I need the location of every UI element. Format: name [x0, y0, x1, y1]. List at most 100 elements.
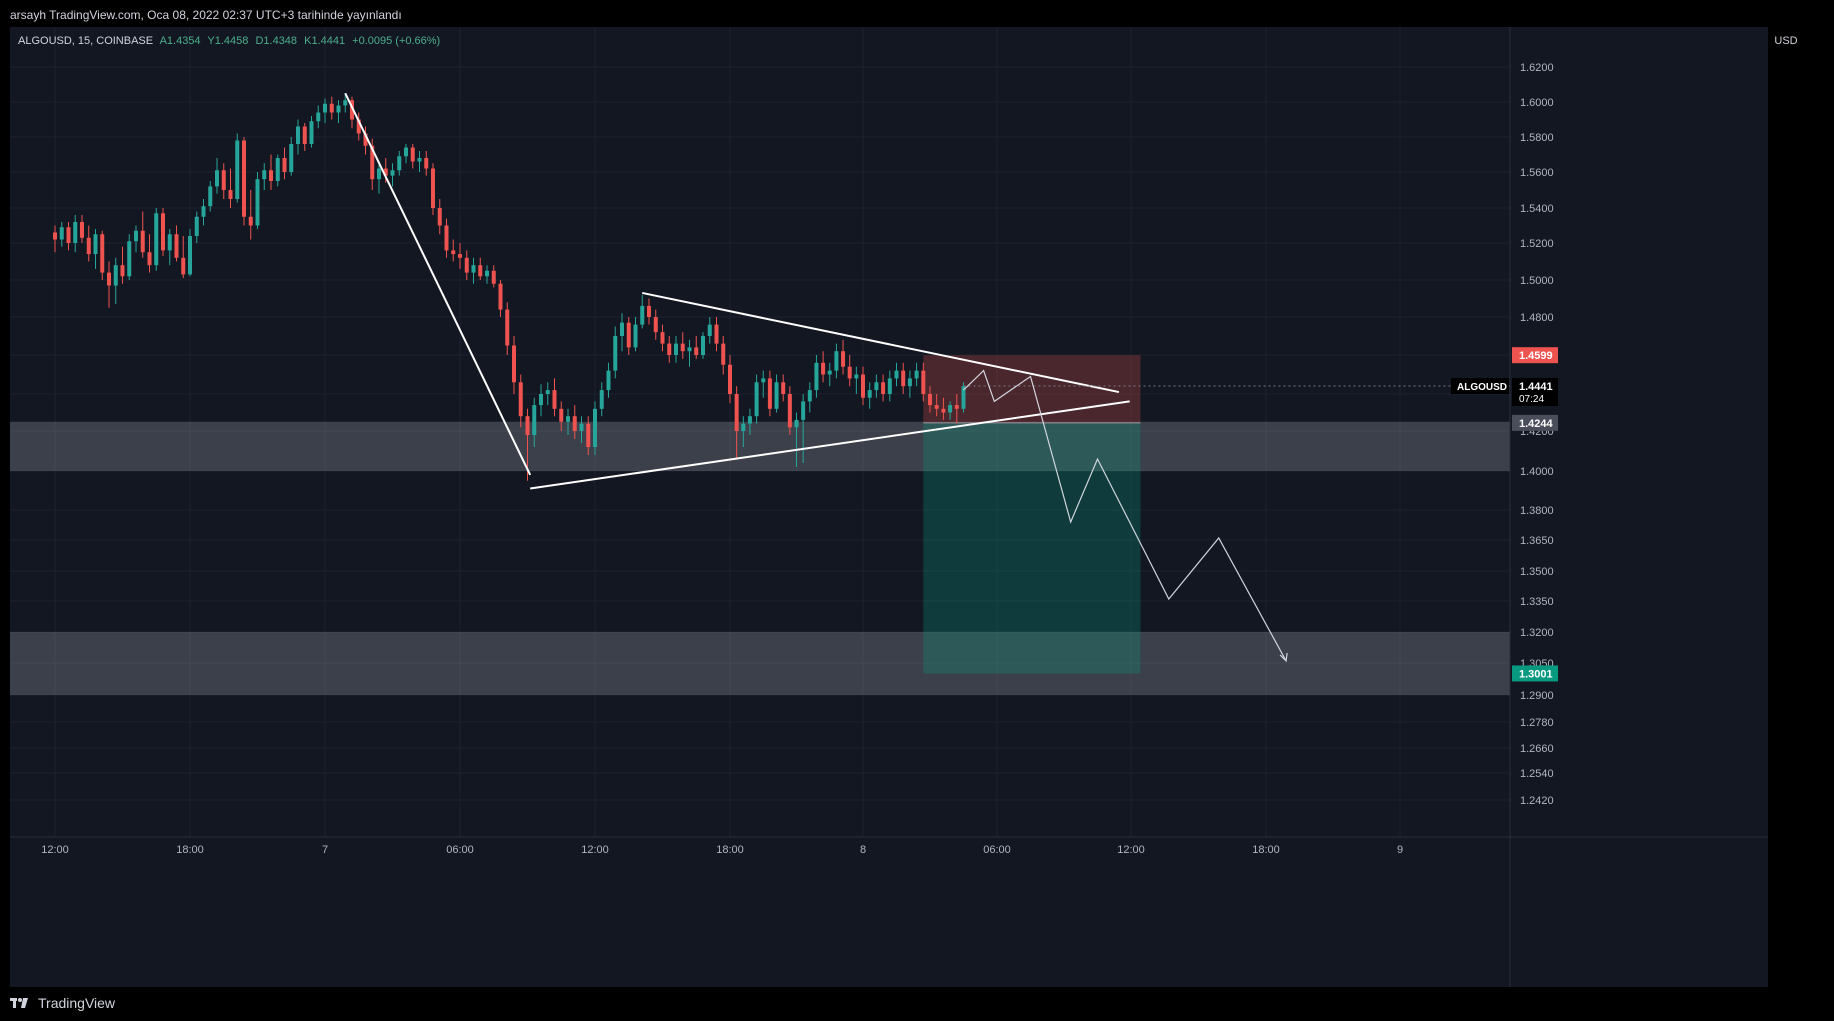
candle-body: [887, 378, 892, 394]
symbol-tag: [1451, 378, 1509, 395]
candle-body: [147, 252, 152, 266]
time-tick-label: 12:00: [41, 844, 69, 856]
price-label-text: 1.3001: [1519, 668, 1553, 680]
candle-body: [867, 390, 872, 398]
take-profit-zone: [923, 422, 1141, 674]
candle-body: [228, 190, 233, 199]
candle-body: [961, 386, 966, 409]
candle-body: [518, 382, 523, 417]
currency-button[interactable]: USD: [1774, 35, 1798, 47]
candle-body: [336, 105, 341, 113]
candle-body: [431, 168, 435, 208]
candle-body: [377, 168, 381, 180]
time-tick-label: 9: [1397, 844, 1403, 856]
candle-body: [269, 170, 273, 181]
candle-body: [329, 103, 334, 113]
candle-body: [343, 100, 348, 106]
price-label-text: 1.4244: [1519, 418, 1554, 430]
trend-line: [530, 400, 1130, 490]
candle-body: [296, 126, 300, 144]
candle-body: [640, 305, 645, 325]
candle-body: [262, 170, 267, 180]
candle-body: [437, 208, 442, 226]
candle-body: [397, 156, 402, 171]
candle-body: [93, 234, 98, 255]
candle-body: [404, 147, 408, 157]
price-tick-label: 1.3500: [1520, 566, 1554, 578]
candle-body: [721, 343, 726, 365]
projection-path: [963, 369, 1287, 662]
candle-body: [794, 419, 799, 428]
time-tick-label: 18:00: [1252, 844, 1280, 856]
brand-name: TradingView: [38, 995, 116, 1011]
price-tick-label: 1.2540: [1520, 768, 1554, 780]
candle-body: [498, 283, 503, 310]
price-tick-label: 1.5600: [1520, 167, 1554, 179]
candle-body: [451, 250, 456, 255]
candle-body: [599, 390, 604, 409]
candle-body: [363, 133, 368, 146]
candle-body: [928, 394, 932, 406]
candle-body: [221, 170, 226, 190]
legend-open: A1.4354: [159, 35, 201, 47]
candle-body: [667, 343, 672, 355]
candle-body: [188, 236, 192, 275]
candle-body: [606, 370, 611, 391]
candle-body: [660, 332, 665, 344]
candle-body: [539, 394, 543, 406]
countdown-label: 07:24: [1519, 394, 1544, 405]
candle-body: [687, 347, 692, 352]
candle-body: [728, 364, 732, 394]
price-label-entry: [1512, 414, 1558, 431]
price-tick-label: 1.5800: [1520, 132, 1554, 144]
candle-body: [120, 265, 125, 277]
candle-body: [781, 382, 786, 394]
candle-body: [383, 168, 388, 176]
candle-body: [701, 336, 705, 355]
support-zone: [10, 421, 1510, 471]
price-tick-label: 1.3800: [1520, 505, 1554, 517]
candle-body: [620, 322, 624, 336]
published-caption: arsayh TradingView.com, Oca 08, 2022 02:…: [10, 8, 402, 22]
candle-body: [73, 222, 78, 243]
support-zone: [10, 632, 1510, 695]
candle-body: [181, 257, 186, 275]
candle-body: [954, 405, 959, 409]
price-tick-label: 1.4800: [1520, 312, 1554, 324]
candle-body: [901, 370, 906, 387]
candle-body: [512, 345, 516, 383]
candle-body: [215, 170, 219, 187]
candle-body: [881, 382, 886, 394]
candle-body: [633, 324, 638, 348]
candle-body: [754, 382, 759, 417]
candle-body: [525, 416, 530, 435]
candle-body: [167, 234, 172, 251]
candle-body: [807, 390, 812, 402]
price-tick-label: 1.5200: [1520, 238, 1554, 250]
candle-body: [593, 408, 597, 447]
candle-body: [552, 390, 557, 409]
candle-body: [827, 370, 832, 375]
price-label-text: 1.4441: [1519, 381, 1553, 393]
candle-body: [302, 126, 307, 144]
candle-body: [134, 230, 138, 242]
price-chart[interactable]: 1.6200 1.6000 1.5800 1.5600 1.5400 1.5200 1.50…: [10, 27, 1768, 987]
candle-body: [948, 405, 953, 413]
candle-body: [914, 370, 919, 379]
candle-body: [471, 265, 476, 273]
candle-body: [417, 158, 422, 162]
candle-body: [714, 324, 719, 344]
tradingview-brand[interactable]: TradingView: [10, 995, 115, 1011]
candle-body: [572, 416, 577, 431]
candle-body: [545, 390, 550, 394]
candle-body: [478, 265, 483, 277]
candle-body: [566, 416, 570, 422]
price-tick-label: 1.6200: [1520, 62, 1554, 74]
candle-body: [647, 305, 651, 317]
price-tick-label: 1.2420: [1520, 795, 1554, 807]
chart-area[interactable]: 1.6200 1.6000 1.5800 1.5600 1.5400 1.5200 1.50…: [10, 27, 1768, 987]
candle-body: [707, 324, 712, 336]
price-tick-label: 1.5400: [1520, 203, 1554, 215]
candle-body: [801, 401, 806, 420]
candle-body: [410, 147, 415, 162]
